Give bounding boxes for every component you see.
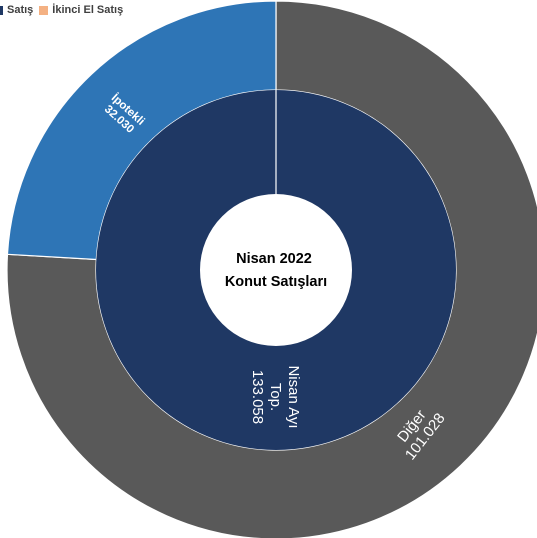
legend-label-ikinci-el-satis: İkinci El Satış — [52, 4, 124, 16]
chart-legend: Satış İkinci El Satış — [0, 2, 129, 18]
legend-swatch-satis — [0, 5, 3, 15]
inner-label-nisan-ayi: Nisan AyıTop.133.058 — [249, 365, 302, 428]
outer-ring — [6, 0, 537, 538]
legend-label-satis: Satış — [7, 4, 34, 16]
legend-item-ikinci-el-satis: İkinci El Satış — [39, 4, 123, 16]
legend-item-satis: Satış — [0, 4, 33, 16]
center-label: Nisan 2022 Konut Satışları — [225, 251, 327, 290]
center-label-line-1: Nisan 2022 — [236, 251, 312, 267]
center-label-line-2: Konut Satışları — [225, 274, 327, 290]
inner-slice-nisan-ayi — [96, 90, 456, 450]
inner-ring — [96, 90, 456, 450]
inner-label-nisan-ayi-line-1: Nisan Ayı — [285, 365, 302, 428]
inner-label-nisan-ayi-line-3: 133.058 — [249, 370, 266, 424]
inner-label-nisan-ayi-line-2: Top. — [267, 383, 284, 411]
legend-swatch-ikinci-el-satis — [39, 5, 49, 15]
